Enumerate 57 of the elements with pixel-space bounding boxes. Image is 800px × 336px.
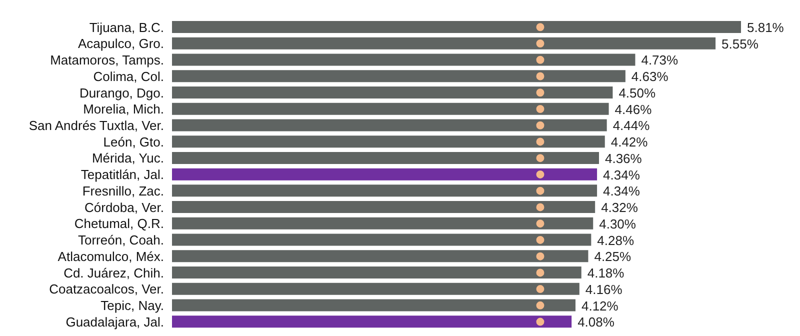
data-label: 4.25% <box>594 249 632 264</box>
y-tick-label: Durango, Dgo. <box>79 85 164 100</box>
data-label: 5.55% <box>722 36 759 52</box>
data-label: 4.18% <box>587 266 625 281</box>
bar <box>172 282 580 295</box>
data-label: 4.32% <box>601 200 638 216</box>
y-tick-label: San Andrés Tuxtla, Ver. <box>28 118 164 134</box>
data-label: 4.30% <box>599 216 636 232</box>
bar <box>172 54 636 66</box>
bar <box>172 86 613 98</box>
bar <box>172 119 607 132</box>
bar <box>172 299 576 312</box>
y-tick-label: Torreón, Coah. <box>78 232 164 248</box>
data-label: 4.16% <box>585 282 623 297</box>
bar <box>172 70 626 82</box>
data-label: 4.73% <box>641 52 679 68</box>
bar <box>172 316 572 328</box>
y-tick-label: Colima, Col. <box>93 68 164 84</box>
y-tick-label: Morelia, Mich. <box>83 102 164 117</box>
y-tick-label: Fresnillo, Zac. <box>82 183 164 198</box>
y-tick-label: Coatzacoalcos, Ver. <box>49 282 164 297</box>
data-label: 5.81% <box>747 20 784 35</box>
y-tick-label: Cd. Juárez, Chih. <box>64 265 164 280</box>
y-tick-label: Atlacomulco, Méx. <box>58 248 164 264</box>
data-label: 4.28% <box>597 232 634 248</box>
y-tick-label: Tepatitlán, Jal. <box>80 167 164 182</box>
data-label: 4.50% <box>618 85 656 100</box>
bar <box>172 168 598 180</box>
y-tick-label: Matamoros, Tamps. <box>50 52 164 68</box>
y-tick-label: Acapulco, Gro. <box>78 36 164 52</box>
bar <box>172 250 588 262</box>
data-label: 4.12% <box>581 298 619 314</box>
y-tick-label: Tepic, Nay. <box>100 298 164 314</box>
bar <box>172 21 741 33</box>
bar <box>172 102 609 115</box>
y-tick-label: Mérida, Yuc. <box>92 150 164 166</box>
bar <box>172 152 599 164</box>
data-label: 4.36% <box>604 150 642 166</box>
y-tick-label: Córdoba, Ver. <box>84 200 164 215</box>
bar <box>172 37 716 50</box>
bar <box>172 136 605 148</box>
data-label: 4.44% <box>612 118 650 134</box>
bar <box>172 201 596 214</box>
data-label: 4.46% <box>614 102 652 117</box>
bar <box>172 266 582 279</box>
data-label: 4.42% <box>610 134 648 150</box>
bar <box>172 234 592 246</box>
data-label: 4.63% <box>631 69 669 84</box>
y-tick-label: León, Gto. <box>103 134 164 150</box>
bar <box>172 184 598 197</box>
data-label: 4.08% <box>578 314 615 330</box>
bar <box>172 217 594 230</box>
data-label: 4.34% <box>603 184 640 199</box>
y-tick-label: Tijuana, B.C. <box>89 20 164 35</box>
y-tick-label: Guadalajara, Jal. <box>66 314 164 330</box>
y-tick-label: Chetumal, Q.R. <box>74 216 164 232</box>
data-label: 4.34% <box>603 167 640 182</box>
